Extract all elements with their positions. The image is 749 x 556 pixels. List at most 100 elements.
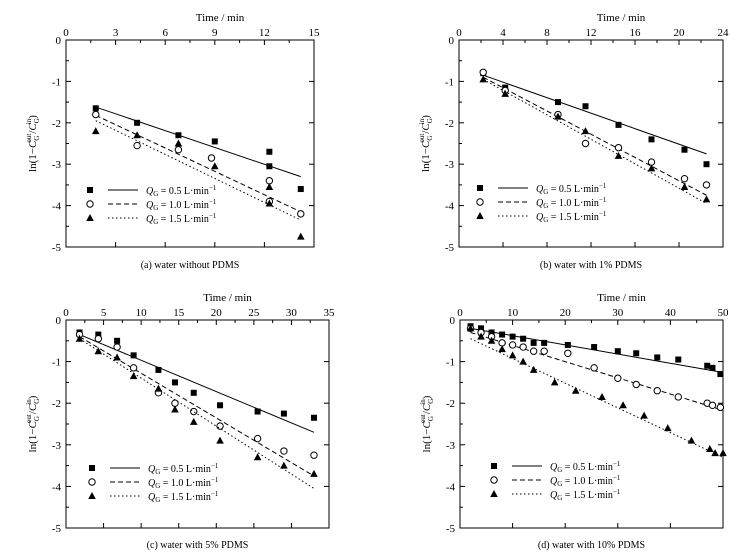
data-point-3 xyxy=(647,164,656,172)
legend-label-2: QG = 1.0 L·min−1 xyxy=(550,474,621,488)
data-point-1 xyxy=(509,333,516,340)
y-axis-title: ln(1−CGout/CGin) xyxy=(419,395,435,452)
data-point-3 xyxy=(519,357,527,365)
legend-marker-2 xyxy=(86,200,94,208)
panel-2: 0 4 8 12 16 20 24 0 -1 -2 -3 -4 -5 Time / min ln(1−CGo… xyxy=(418,12,729,271)
y-tick-label: -5 xyxy=(52,242,62,254)
data-point-2 xyxy=(113,343,121,351)
x-axis-title: Time / min xyxy=(597,12,646,24)
y-tick-label: -3 xyxy=(445,159,455,171)
data-point-2 xyxy=(92,110,100,119)
data-point-2 xyxy=(297,210,305,218)
data-point-3 xyxy=(711,449,719,457)
data-point-3 xyxy=(550,378,559,386)
panel-1: 0 3 6 9 12 15 0 -1 -2 -3 -4 -5 Time / min ln(1−CGout/… xyxy=(25,12,320,271)
data-point-2 xyxy=(590,364,598,372)
data-point-1 xyxy=(703,161,710,168)
data-point-2 xyxy=(674,393,682,401)
data-point-1 xyxy=(614,348,621,355)
data-point-3 xyxy=(94,347,103,355)
data-point-3 xyxy=(477,332,485,340)
data-point-1 xyxy=(564,341,571,348)
y-tick-label: -4 xyxy=(446,481,456,493)
legend-marker-2 xyxy=(88,478,96,486)
data-point-3 xyxy=(702,195,711,203)
data-point-1 xyxy=(615,121,622,128)
legend-label-2: QG = 1.0 L·min−1 xyxy=(536,196,607,210)
data-point-1 xyxy=(310,414,317,421)
data-point-1 xyxy=(654,354,661,361)
y-axis-title: ln(1−CGout/CGin) xyxy=(25,395,41,452)
x-tick-label: 35 xyxy=(324,307,336,319)
data-point-3 xyxy=(91,127,100,135)
data-point-2 xyxy=(614,143,623,152)
data-point-1 xyxy=(499,331,506,338)
data-point-1 xyxy=(114,337,121,344)
x-tick-label: 0 xyxy=(63,27,69,39)
x-tick-label: 16 xyxy=(630,27,642,39)
data-point-1 xyxy=(266,148,273,155)
data-point-1 xyxy=(681,146,688,153)
legend-marker-3 xyxy=(88,492,96,499)
x-axis-title: Time / min xyxy=(203,292,252,304)
data-point-3 xyxy=(640,411,648,419)
legend-label-1: QG = 0.5 L·min−1 xyxy=(148,462,219,476)
data-point-2 xyxy=(632,380,640,389)
legend-label-1: QG = 0.5 L·min−1 xyxy=(550,460,621,474)
data-point-2 xyxy=(540,347,548,355)
data-point-3 xyxy=(133,131,141,139)
data-point-3 xyxy=(571,386,580,394)
x-tick-label: 3 xyxy=(113,27,119,39)
data-point-3 xyxy=(614,151,623,159)
legend-marker-3 xyxy=(476,212,484,219)
fit-line-2 xyxy=(95,114,301,213)
fit-line-2 xyxy=(482,76,707,196)
data-point-2 xyxy=(529,347,538,355)
data-point-1 xyxy=(633,350,640,357)
data-point-3 xyxy=(265,199,274,207)
data-point-3 xyxy=(719,449,727,457)
data-point-1 xyxy=(211,138,218,145)
data-point-3 xyxy=(619,401,627,409)
data-point-2 xyxy=(498,339,506,347)
data-point-2 xyxy=(133,141,141,150)
x-tick-label: 6 xyxy=(162,27,168,39)
y-tick-label: -2 xyxy=(52,118,61,130)
y-tick-label: -5 xyxy=(445,242,455,254)
x-tick-label: 20 xyxy=(560,307,572,319)
legend-marker-3 xyxy=(490,490,498,497)
legend-label-1: QG = 0.5 L·min−1 xyxy=(536,182,607,196)
data-point-3 xyxy=(174,139,183,147)
data-point-2 xyxy=(708,401,717,409)
fit-line-1 xyxy=(79,334,315,433)
y-tick-label: -3 xyxy=(52,440,62,452)
data-point-3 xyxy=(113,353,121,361)
data-point-3 xyxy=(216,436,224,444)
data-point-3 xyxy=(554,112,562,120)
panel-4: 0 10 20 30 40 50 0 -1 -2 -3 -4 -5 Time / min ln(1−CGo… xyxy=(419,292,729,551)
panel-caption: (a) water without PDMS xyxy=(141,260,240,271)
data-point-3 xyxy=(687,436,696,444)
data-point-2 xyxy=(174,146,183,154)
data-point-3 xyxy=(529,365,538,373)
data-point-1 xyxy=(92,105,99,112)
x-tick-label: 0 xyxy=(457,307,463,319)
x-tick-label: 40 xyxy=(665,307,677,319)
data-point-2 xyxy=(129,364,138,372)
data-point-1 xyxy=(130,352,137,359)
data-point-2 xyxy=(253,434,262,443)
legend-marker-1 xyxy=(89,465,95,471)
x-tick-label: 25 xyxy=(248,307,260,319)
data-point-2 xyxy=(581,139,590,148)
data-point-2 xyxy=(190,407,198,416)
data-point-2 xyxy=(519,343,527,351)
data-point-2 xyxy=(564,349,572,357)
panel-caption: (b) water with 1% PDMS xyxy=(540,260,642,271)
data-point-3 xyxy=(296,232,305,240)
data-point-1 xyxy=(520,335,527,342)
x-tick-label: 24 xyxy=(718,27,730,39)
panel-caption: (c) water with 5% PDMS xyxy=(147,540,249,551)
data-point-2 xyxy=(508,341,517,349)
y-tick-label: -4 xyxy=(52,201,62,213)
x-tick-label: 10 xyxy=(507,307,519,319)
